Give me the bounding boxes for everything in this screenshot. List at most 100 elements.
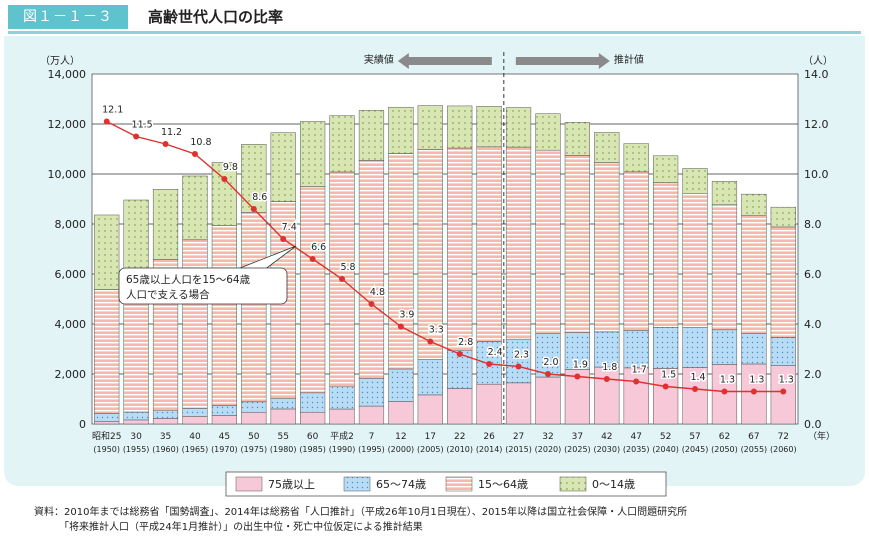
support-ratio-point <box>191 151 198 157</box>
x-tick-label-year: (1950) <box>93 445 120 454</box>
bar-segment <box>535 113 561 151</box>
data-label: 2.8 <box>458 337 473 348</box>
bar-segment <box>770 226 796 338</box>
x-tick-label-year: (2014) <box>476 445 503 454</box>
bar-segment <box>300 411 326 425</box>
support-ratio-point <box>368 301 375 307</box>
x-tick-label-year: (2045) <box>682 445 709 454</box>
y-tick-label-right: 10.0 <box>804 168 829 181</box>
bar-segment <box>329 386 355 410</box>
bar-segment <box>682 193 708 328</box>
x-tick-label-year: (1990) <box>329 445 356 454</box>
bar-segment <box>623 330 649 369</box>
bar-segment <box>594 366 620 425</box>
bar-segment <box>653 327 679 369</box>
callout-box <box>118 267 288 305</box>
data-label: 6.6 <box>311 242 326 253</box>
x-tick-label: 52 <box>660 432 671 442</box>
bar-segment <box>535 149 561 334</box>
support-ratio-point <box>133 133 140 140</box>
bar-segment <box>152 418 179 425</box>
y-tick-label-left: 0 <box>79 418 86 431</box>
bar-segment <box>211 405 237 416</box>
data-label: 1.9 <box>573 360 588 371</box>
x-tick-label-year: (2050) <box>711 445 738 454</box>
y-tick-label-left: 6,000 <box>55 268 87 281</box>
x-tick-label: 40 <box>189 432 201 442</box>
x-tick-label: 27 <box>513 432 524 442</box>
support-ratio-point <box>280 236 287 242</box>
bar-segment <box>182 175 208 241</box>
bar-segment <box>388 401 414 425</box>
source-note: 資料：2010年までは総務省「国勢調査」、2014年は総務省「人口推計」（平成2… <box>34 505 687 535</box>
bar-segment <box>270 408 296 425</box>
legend-swatch <box>445 476 473 492</box>
x-tick-label: 26 <box>483 432 495 442</box>
data-label: 5.8 <box>340 262 355 273</box>
x-tick-label: 50 <box>248 432 260 442</box>
x-tick-label: 42 <box>601 432 612 442</box>
bar-segment <box>623 367 649 425</box>
y-tick-label-left: 4,000 <box>55 318 87 331</box>
bar-segment <box>241 412 267 425</box>
support-ratio-point <box>662 383 669 390</box>
bar-segment <box>653 155 679 183</box>
data-label: 11.5 <box>132 120 153 131</box>
bar-segment <box>653 368 679 425</box>
x-tick-label: 62 <box>719 432 730 442</box>
y-tick-label-left: 14,000 <box>48 68 87 81</box>
bar-segment <box>505 382 532 425</box>
x-tick-label: 55 <box>277 432 288 442</box>
figure-header: 図１－１－３ 高齢世代人口の比率 <box>0 0 869 34</box>
data-label: 9.8 <box>223 162 238 173</box>
bar-segment <box>211 225 237 406</box>
support-ratio-point <box>515 363 522 370</box>
bar-segment <box>741 193 767 216</box>
x-tick-label-year: (2035) <box>623 445 650 454</box>
header-rule <box>8 31 861 34</box>
source-note-line-1: 資料：2010年までは総務省「国勢調査」、2014年は総務省「人口推計」（平成2… <box>34 507 688 518</box>
data-label: 11.2 <box>161 127 182 138</box>
support-ratio-point <box>397 323 404 330</box>
bar-segment <box>741 333 767 365</box>
support-ratio-point <box>103 118 110 125</box>
bar-segment <box>564 332 590 370</box>
bar-segment <box>535 333 561 378</box>
data-label: 7.4 <box>282 222 297 233</box>
bar-segment <box>623 171 649 331</box>
y-tick-label-right: 2.0 <box>804 368 822 381</box>
x-tick-label: 32 <box>542 432 553 442</box>
x-tick-label-year: (2055) <box>741 445 768 454</box>
bar-segment <box>152 410 179 419</box>
right-axis-unit: （人） <box>803 55 833 67</box>
support-ratio-point <box>633 378 640 385</box>
bar-segment <box>476 106 502 148</box>
x-tick-label: 60 <box>307 432 319 442</box>
x-tick-label: 17 <box>425 432 436 442</box>
x-tick-label: 30 <box>130 432 142 442</box>
x-tick-label: 47 <box>630 432 641 442</box>
bar-segment <box>94 413 120 422</box>
bar-segment <box>94 214 120 290</box>
bar-segment <box>329 115 355 173</box>
bar-segment <box>123 419 149 425</box>
y-tick-label-right: 14.0 <box>804 68 829 81</box>
bar-segment <box>329 408 355 425</box>
bar-segment <box>711 329 738 365</box>
bar-segment <box>123 411 149 421</box>
data-label: 1.4 <box>690 372 705 383</box>
callout-text-line-1: 65歳以上人口を15～64歳 <box>126 274 251 286</box>
legend-label: 75歳以上 <box>268 478 315 491</box>
bar-segment <box>594 162 620 333</box>
bar-segment <box>770 337 796 366</box>
bar-segment <box>711 181 738 206</box>
bar-segment <box>476 146 502 342</box>
bar-segment <box>770 365 796 425</box>
bar-segment <box>682 367 708 425</box>
data-label: 1.3 <box>749 375 764 386</box>
support-ratio-point <box>544 371 551 377</box>
data-label: 1.5 <box>661 370 676 381</box>
figure-number: 図１－１－３ <box>8 5 128 29</box>
x-tick-label-year: (2020) <box>535 445 562 454</box>
y-tick-label-left: 12,000 <box>48 118 87 131</box>
